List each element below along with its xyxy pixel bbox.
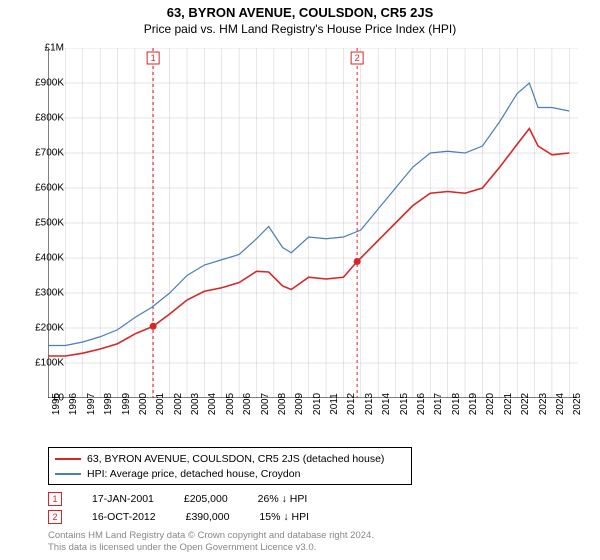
transaction-price: £390,000 xyxy=(186,511,230,523)
credit-line: Contains HM Land Registry data © Crown c… xyxy=(48,530,374,542)
chart-container: 63, BYRON AVENUE, COULSDON, CR5 2JS Pric… xyxy=(0,0,600,560)
line-chart: 12 xyxy=(48,48,578,398)
transaction-price: £205,000 xyxy=(184,493,228,505)
legend-swatch xyxy=(55,458,81,460)
chart-title: 63, BYRON AVENUE, COULSDON, CR5 2JS xyxy=(0,0,600,20)
transaction-delta: 26% ↓ HPI xyxy=(258,493,308,505)
table-row: 1 17-JAN-2001 £205,000 26% ↓ HPI xyxy=(48,490,309,508)
credits: Contains HM Land Registry data © Crown c… xyxy=(48,530,374,554)
legend-item-hpi: HPI: Average price, detached house, Croy… xyxy=(55,466,405,481)
chart-subtitle: Price paid vs. HM Land Registry's House … xyxy=(0,20,600,36)
svg-text:1: 1 xyxy=(151,53,156,63)
legend: 63, BYRON AVENUE, COULSDON, CR5 2JS (det… xyxy=(48,447,412,485)
legend-label: 63, BYRON AVENUE, COULSDON, CR5 2JS (det… xyxy=(87,453,384,465)
svg-text:2: 2 xyxy=(355,53,360,63)
transaction-date: 17-JAN-2001 xyxy=(92,493,154,505)
event-marker-1: 1 xyxy=(48,492,62,506)
credit-line: This data is licensed under the Open Gov… xyxy=(48,542,374,554)
transaction-delta: 15% ↓ HPI xyxy=(259,511,309,523)
transactions-table: 1 17-JAN-2001 £205,000 26% ↓ HPI 2 16-OC… xyxy=(48,490,309,526)
chart-area: 12 xyxy=(48,48,578,398)
legend-swatch xyxy=(55,473,81,475)
transaction-date: 16-OCT-2012 xyxy=(92,511,156,523)
legend-item-property: 63, BYRON AVENUE, COULSDON, CR5 2JS (det… xyxy=(55,451,405,466)
event-marker-2: 2 xyxy=(48,510,62,524)
table-row: 2 16-OCT-2012 £390,000 15% ↓ HPI xyxy=(48,508,309,526)
legend-label: HPI: Average price, detached house, Croy… xyxy=(87,468,300,480)
